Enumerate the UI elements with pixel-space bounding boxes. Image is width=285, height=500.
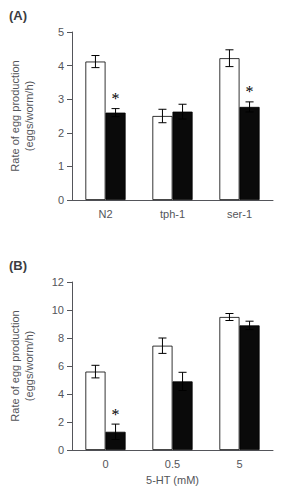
svg-text:(B): (B) bbox=[9, 258, 27, 273]
svg-text:5: 5 bbox=[236, 458, 242, 470]
svg-text:(eggs/worm/h): (eggs/worm/h) bbox=[23, 331, 35, 401]
svg-text:0: 0 bbox=[58, 194, 64, 206]
svg-text:1: 1 bbox=[58, 160, 64, 172]
svg-text:12: 12 bbox=[52, 276, 64, 288]
svg-text:(eggs/worm/h): (eggs/worm/h) bbox=[23, 81, 35, 151]
svg-text:10: 10 bbox=[52, 304, 64, 316]
svg-text:*: * bbox=[112, 90, 120, 107]
svg-text:3: 3 bbox=[58, 93, 64, 105]
svg-text:4: 4 bbox=[58, 60, 64, 72]
svg-text:6: 6 bbox=[58, 360, 64, 372]
svg-text:Rate of egg production: Rate of egg production bbox=[9, 60, 21, 171]
svg-text:0.5: 0.5 bbox=[165, 458, 180, 470]
svg-text:ser-1: ser-1 bbox=[227, 208, 252, 220]
svg-text:2: 2 bbox=[58, 416, 64, 428]
svg-text:Rate of egg production: Rate of egg production bbox=[9, 310, 21, 421]
svg-text:N2: N2 bbox=[98, 208, 112, 220]
svg-text:tph-1: tph-1 bbox=[160, 208, 185, 220]
svg-text:0: 0 bbox=[58, 444, 64, 456]
svg-text:*: * bbox=[246, 83, 254, 100]
svg-text:(A): (A) bbox=[9, 8, 27, 23]
svg-text:5-HT (mM): 5-HT (mM) bbox=[146, 474, 199, 486]
svg-text:*: * bbox=[112, 406, 120, 423]
svg-text:2: 2 bbox=[58, 127, 64, 139]
svg-text:0: 0 bbox=[102, 458, 108, 470]
svg-text:5: 5 bbox=[58, 26, 64, 38]
svg-text:4: 4 bbox=[58, 388, 64, 400]
svg-text:8: 8 bbox=[58, 332, 64, 344]
